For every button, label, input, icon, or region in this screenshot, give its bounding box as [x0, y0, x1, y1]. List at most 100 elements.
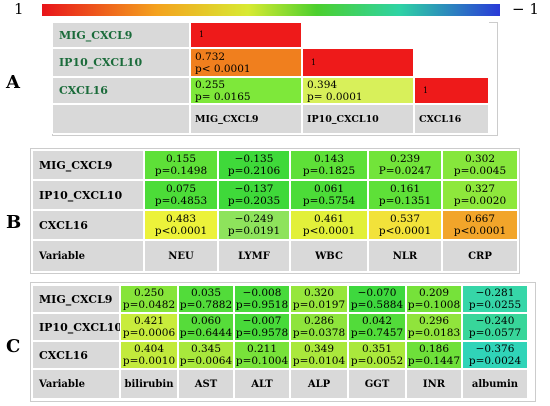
p-value: p=0.2035 — [227, 195, 281, 207]
row-label: IP10_CXCL10 — [32, 180, 144, 210]
correlation-value: 0.345 — [190, 343, 222, 355]
cell-value: 0.349 p=0.0104 — [291, 343, 347, 367]
cell-value: 0.035 p=0.7882 — [179, 287, 233, 311]
heatmap-cell: 0.320 p=0.0197 — [290, 285, 348, 313]
p-value: p<0.0001 — [154, 225, 208, 237]
heatmap-cell: 0.461 p<0.0001 — [290, 210, 368, 240]
heatmap-cell: −0.135 p=0.2106 — [218, 150, 290, 180]
correlation-value: 0.296 — [418, 315, 450, 327]
panel-b — [30, 148, 520, 274]
heatmap-cell: 0.075 p=0.4853 — [144, 180, 218, 210]
cell-value: 0.461 p<0.0001 — [291, 213, 367, 237]
heatmap-cell: 0.394 p= 0.0001 — [302, 77, 414, 104]
column-label: CXCL16 — [414, 104, 489, 134]
row-label: IP10_CXCL10 — [52, 48, 190, 77]
heatmap-cell: −0.281 p=0.0255 — [462, 285, 528, 313]
cell-value: 0.404 p=0.0010 — [121, 343, 177, 367]
heatmap-cell: 1 — [302, 48, 414, 77]
p-value: p=0.0104 — [292, 355, 346, 367]
scale-max-label: 1 — [14, 0, 24, 18]
column-label: WBC — [290, 240, 368, 272]
p-value: p=0.2106 — [227, 165, 281, 177]
correlation-value: −0.070 — [357, 287, 397, 299]
heatmap-cell: 0.732 p< 0.0001 — [190, 48, 302, 77]
p-value: p=0.0482 — [122, 299, 176, 311]
column-label: ALT — [234, 369, 290, 399]
heatmap-cell: 0.061 p=0.5754 — [290, 180, 368, 210]
correlation-value: 0.667 — [464, 213, 496, 225]
column-label: INR — [406, 369, 462, 399]
p-value: p=0.9518 — [235, 299, 289, 311]
cell-value: 0.667 p<0.0001 — [443, 213, 517, 237]
p-value: p=0.0020 — [453, 195, 507, 207]
correlation-value: −0.008 — [242, 287, 282, 299]
column-label: MIG_CXCL9 — [190, 104, 302, 134]
p-value: p<0.0001 — [302, 225, 356, 237]
heatmap-cell: 0.349 p=0.0104 — [290, 341, 348, 369]
correlation-value: 0.060 — [190, 315, 222, 327]
heatmap-cell: 0.255 p= 0.0165 — [190, 77, 302, 104]
p-value: p=0.0024 — [468, 355, 522, 367]
correlation-value: 1 — [199, 30, 205, 39]
correlation-value: 0.421 — [133, 315, 165, 327]
cell-value: −0.249 p=0.0191 — [219, 213, 289, 237]
p-value: p=0.1004 — [235, 355, 289, 367]
heatmap-cell: −0.240 p=0.0577 — [462, 313, 528, 341]
correlation-value: 0.155 — [165, 153, 197, 165]
correlation-value: 0.042 — [361, 315, 393, 327]
p-value: p=0.0378 — [292, 327, 346, 339]
empty-cell — [414, 22, 489, 48]
correlation-value: 0.537 — [389, 213, 421, 225]
heatmap-cell: 1 — [190, 22, 302, 48]
p-value: p=0.1447 — [407, 355, 461, 367]
heatmap-cell: 1 — [414, 77, 489, 104]
p-value: p= 0.0001 — [307, 90, 363, 103]
cell-value: 1 — [191, 29, 301, 41]
heatmap-cell: 0.155 p=0.1498 — [144, 150, 218, 180]
heatmap-cell: 0.483 p<0.0001 — [144, 210, 218, 240]
correlation-value: 0.255 — [195, 78, 226, 91]
cell-value: 0.483 p<0.0001 — [145, 213, 217, 237]
heatmap-cell: 0.327 p=0.0020 — [442, 180, 518, 210]
column-label: CRP — [442, 240, 518, 272]
correlation-value: 0.483 — [165, 213, 197, 225]
cell-value: 0.143 p=0.1825 — [291, 153, 367, 177]
row-label: MIG_CXCL9 — [32, 150, 144, 180]
p-value: p=0.1351 — [378, 195, 432, 207]
cell-value: 0.351 p=0.0052 — [349, 343, 405, 367]
correlation-value: 0.239 — [389, 153, 421, 165]
row-label: CXCL16 — [52, 77, 190, 104]
cell-value: 0.161 p=0.1351 — [369, 183, 441, 207]
heatmap-cell: −0.007 p=0.9578 — [234, 313, 290, 341]
cell-value: 0.255 p= 0.0165 — [191, 79, 301, 103]
heatmap-cell: 0.404 p=0.0010 — [120, 341, 178, 369]
heatmap-cell: 0.143 p=0.1825 — [290, 150, 368, 180]
correlation-value: −0.281 — [475, 287, 515, 299]
cell-value: 0.421 p=0.0006 — [121, 315, 177, 339]
cell-value: 0.327 p=0.0020 — [443, 183, 517, 207]
heatmap-cell: 0.060 p=0.6444 — [178, 313, 234, 341]
empty-cell — [302, 22, 414, 48]
correlation-value: 0.349 — [303, 343, 335, 355]
correlation-value: 0.250 — [133, 287, 165, 299]
correlation-value: 0.327 — [464, 183, 496, 195]
p-value: p=0.0052 — [350, 355, 404, 367]
header-blank — [52, 104, 190, 134]
heatmap-cell: 0.042 p=0.7457 — [348, 313, 406, 341]
heatmap-cell: −0.008 p=0.9518 — [234, 285, 290, 313]
correlation-value: −0.240 — [475, 315, 515, 327]
cell-value: 0.042 p=0.7457 — [349, 315, 405, 339]
p-value: p=0.1825 — [302, 165, 356, 177]
cell-value: −0.135 p=0.2106 — [219, 153, 289, 177]
correlation-value: 0.732 — [195, 50, 226, 63]
correlation-value: 0.320 — [303, 287, 335, 299]
column-label: bilirubin — [120, 369, 178, 399]
cell-value: 0.211 p=0.1004 — [235, 343, 289, 367]
empty-cell — [414, 48, 489, 77]
cell-value: 0.239 P=0.0247 — [369, 153, 441, 177]
cell-value: 0.060 p=0.6444 — [179, 315, 233, 339]
p-value: p=0.0006 — [122, 327, 176, 339]
correlation-value: 1 — [311, 57, 317, 67]
cell-value: 0.186 p=0.1447 — [407, 343, 461, 367]
p-value: p=0.7882 — [179, 299, 233, 311]
